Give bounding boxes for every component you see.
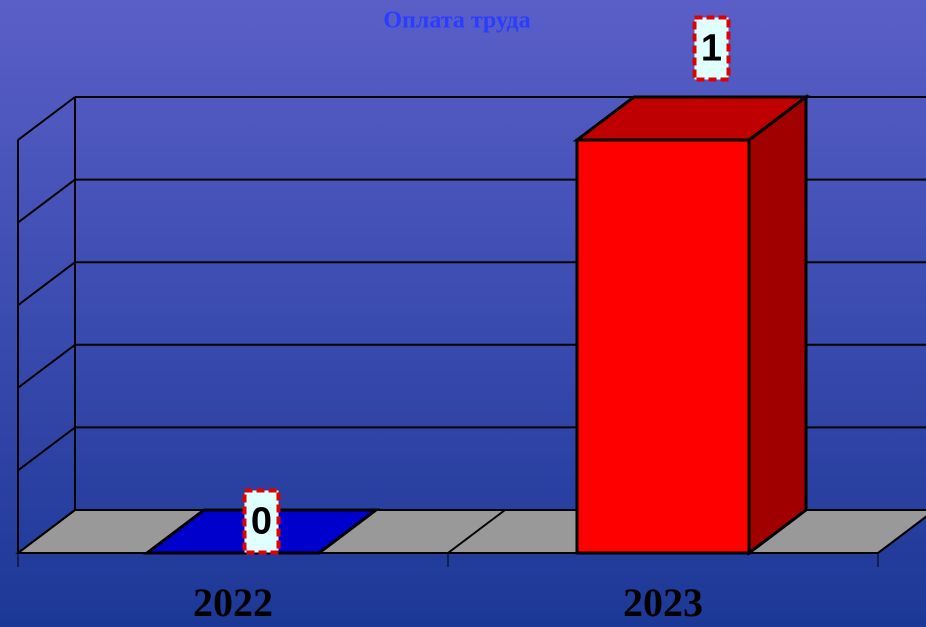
bar-side bbox=[747, 93, 808, 557]
chart-title: Оплата труда bbox=[383, 8, 530, 34]
bar-front bbox=[575, 138, 751, 555]
grid-line bbox=[17, 344, 76, 389]
value-label: 1 bbox=[701, 28, 722, 70]
x-tick-label: 2022 bbox=[193, 580, 273, 625]
grid-line bbox=[17, 426, 76, 472]
bar bbox=[572, 93, 811, 557]
grid-line bbox=[17, 178, 76, 224]
x-tick bbox=[17, 509, 76, 554]
value-label-box bbox=[242, 488, 281, 555]
grid-line bbox=[17, 261, 76, 306]
x-tick bbox=[447, 509, 506, 554]
bar-top bbox=[572, 95, 811, 142]
x-tick-label: 2023 bbox=[623, 580, 703, 625]
value-label-box bbox=[692, 15, 731, 82]
value-label: 0 bbox=[251, 501, 272, 543]
grid-line bbox=[17, 96, 76, 141]
